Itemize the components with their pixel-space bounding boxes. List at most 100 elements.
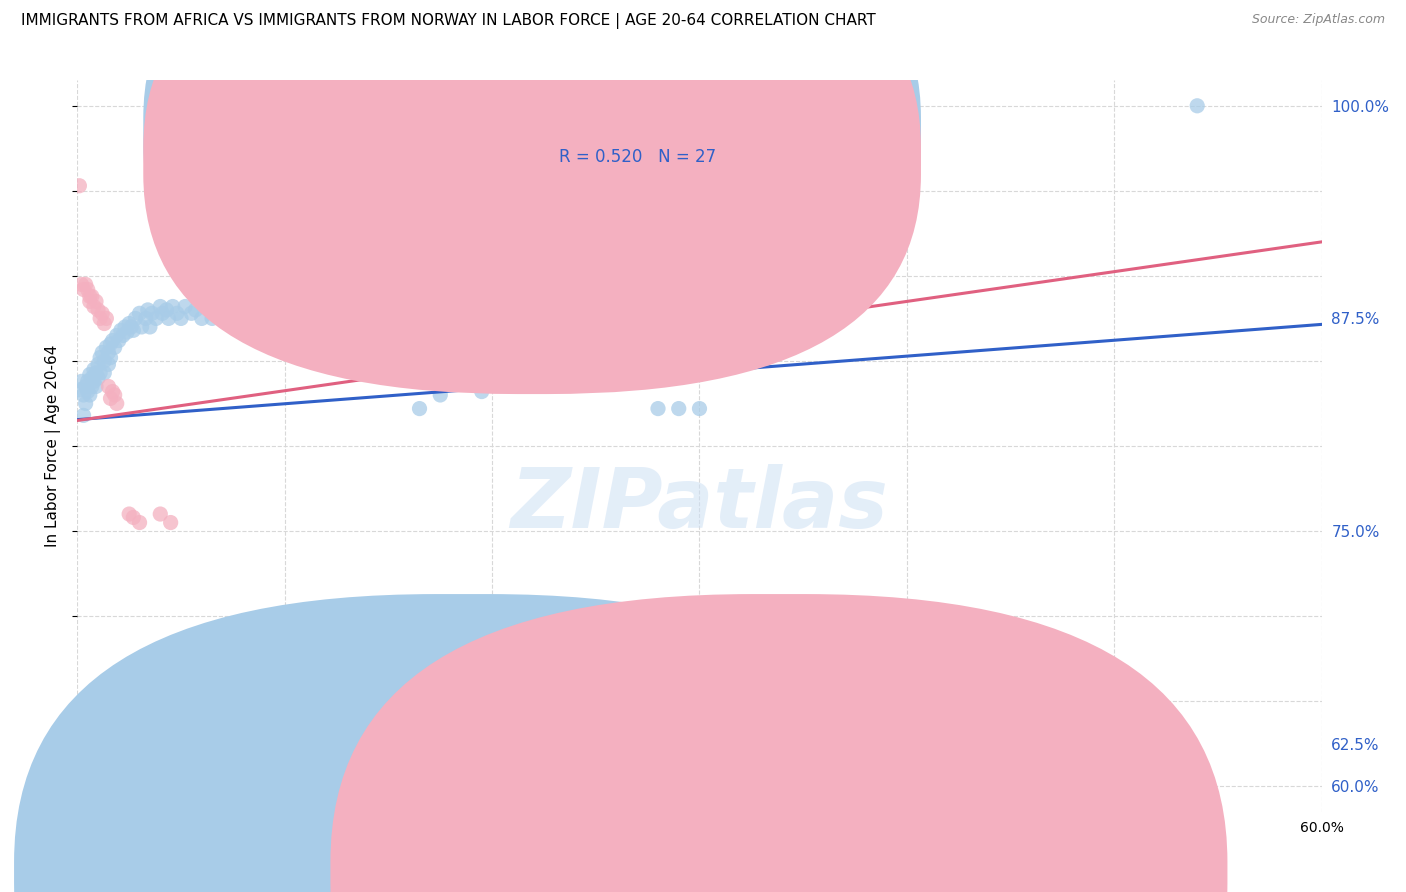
Point: [222, 311, 245, 326]
Point: [75, 396, 97, 410]
Point: [253, 300, 276, 314]
Point: [228, 300, 250, 314]
Point: [97, 379, 120, 393]
Point: [96, 340, 118, 354]
Point: [87, 371, 110, 385]
Point: [104, 388, 127, 402]
Point: [585, 306, 607, 320]
Point: [155, 302, 177, 317]
Point: [689, 401, 711, 416]
Point: [93, 354, 115, 368]
Point: [93, 366, 115, 380]
Point: [93, 317, 115, 331]
Text: R = 0.237   N = 88: R = 0.237 N = 88: [558, 119, 716, 136]
Point: [76, 375, 98, 389]
Point: [440, 306, 463, 320]
FancyBboxPatch shape: [143, 0, 921, 365]
Point: [104, 340, 127, 354]
Point: [194, 300, 217, 314]
Point: [100, 351, 122, 365]
Point: [80, 371, 103, 385]
Point: [315, 311, 337, 326]
Point: [100, 392, 122, 406]
Point: [84, 379, 107, 393]
Point: [131, 320, 153, 334]
Point: [79, 294, 101, 309]
Point: [89, 351, 111, 365]
Point: [72, 409, 94, 423]
Point: [128, 516, 150, 530]
Point: [122, 510, 145, 524]
Point: [122, 323, 145, 337]
Point: [79, 388, 101, 402]
Point: [429, 388, 451, 402]
Point: [83, 362, 105, 376]
Point: [357, 311, 380, 326]
Point: [87, 357, 110, 371]
Point: [336, 317, 359, 331]
Point: [408, 401, 430, 416]
Point: [100, 337, 122, 351]
Point: [70, 277, 93, 292]
Point: [80, 379, 103, 393]
Point: [79, 368, 101, 382]
Point: [668, 401, 690, 416]
Point: [145, 718, 167, 732]
Point: [149, 507, 172, 521]
Point: [70, 375, 93, 389]
Point: [124, 311, 146, 326]
Point: [1187, 99, 1209, 113]
Point: [83, 300, 105, 314]
Point: [135, 311, 157, 326]
Point: [118, 317, 141, 331]
Point: [191, 311, 214, 326]
Point: [139, 320, 162, 334]
Point: [149, 300, 172, 314]
Point: [471, 384, 494, 399]
Point: [263, 306, 285, 320]
Point: [118, 507, 141, 521]
Point: [72, 388, 94, 402]
Point: [294, 306, 316, 320]
Text: ZIPatlas: ZIPatlas: [510, 464, 889, 545]
Point: [170, 311, 193, 326]
Point: [136, 302, 159, 317]
Point: [145, 311, 167, 326]
FancyBboxPatch shape: [494, 91, 818, 179]
Point: [166, 306, 188, 320]
Point: [101, 334, 124, 348]
Point: [89, 311, 111, 326]
Point: [184, 302, 207, 317]
Y-axis label: In Labor Force | Age 20-64: In Labor Force | Age 20-64: [45, 345, 62, 547]
Point: [91, 345, 114, 359]
Point: [170, 731, 193, 746]
Point: [377, 320, 399, 334]
Point: [782, 779, 804, 793]
Point: [128, 306, 150, 320]
Point: [105, 396, 128, 410]
Point: [80, 289, 103, 303]
Point: [120, 320, 142, 334]
Point: [84, 366, 107, 380]
Point: [157, 311, 180, 326]
Point: [75, 277, 97, 292]
Text: Immigrants from Africa: Immigrants from Africa: [499, 865, 676, 880]
Point: [79, 289, 101, 303]
Point: [162, 300, 184, 314]
Point: [159, 516, 181, 530]
Point: [67, 178, 90, 193]
Point: [105, 328, 128, 343]
Point: [398, 311, 420, 326]
Point: [97, 357, 120, 371]
Point: [75, 379, 97, 393]
FancyBboxPatch shape: [143, 0, 921, 394]
Point: [481, 302, 503, 317]
Point: [96, 311, 118, 326]
Point: [76, 384, 98, 399]
Point: [101, 384, 124, 399]
Point: [89, 366, 111, 380]
Point: [647, 401, 669, 416]
Point: [111, 328, 134, 343]
Point: [72, 283, 94, 297]
Point: [110, 323, 132, 337]
